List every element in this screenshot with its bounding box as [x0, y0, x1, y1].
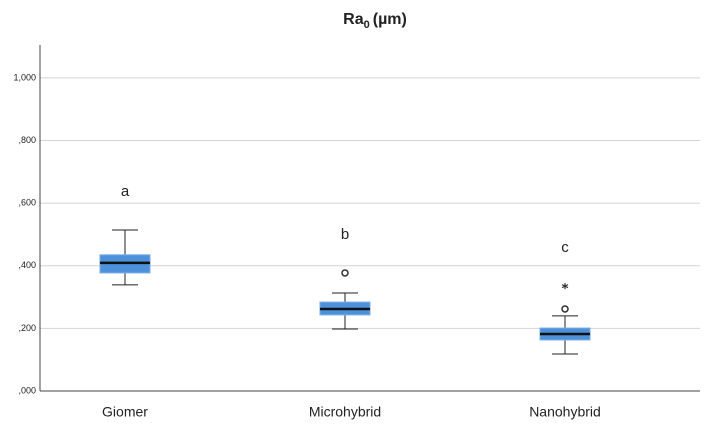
y-tick-label: ,200: [18, 323, 36, 333]
annotation: b: [341, 226, 349, 243]
y-tick-label: ,400: [18, 260, 36, 270]
outlier: [561, 305, 569, 313]
y-tick-label: ,600: [18, 198, 36, 208]
y-tick-label: ,800: [18, 135, 36, 145]
annotation: a: [121, 183, 130, 200]
outlier: [341, 269, 349, 277]
y-tick-label: 1,000: [13, 72, 36, 82]
title-sub: 0: [364, 19, 370, 31]
title-main: Ra: [343, 11, 364, 28]
extreme: [561, 283, 569, 290]
x-tick-label: Giomer: [102, 404, 148, 420]
annotation: c: [561, 239, 569, 256]
title-unit: (µm): [373, 11, 407, 28]
y-tick-label: ,000: [18, 385, 36, 395]
x-tick-label: Microhybrid: [309, 404, 381, 420]
x-tick-label: Nanohybrid: [529, 404, 601, 420]
chart-title: Ra0 (µm): [343, 11, 407, 31]
